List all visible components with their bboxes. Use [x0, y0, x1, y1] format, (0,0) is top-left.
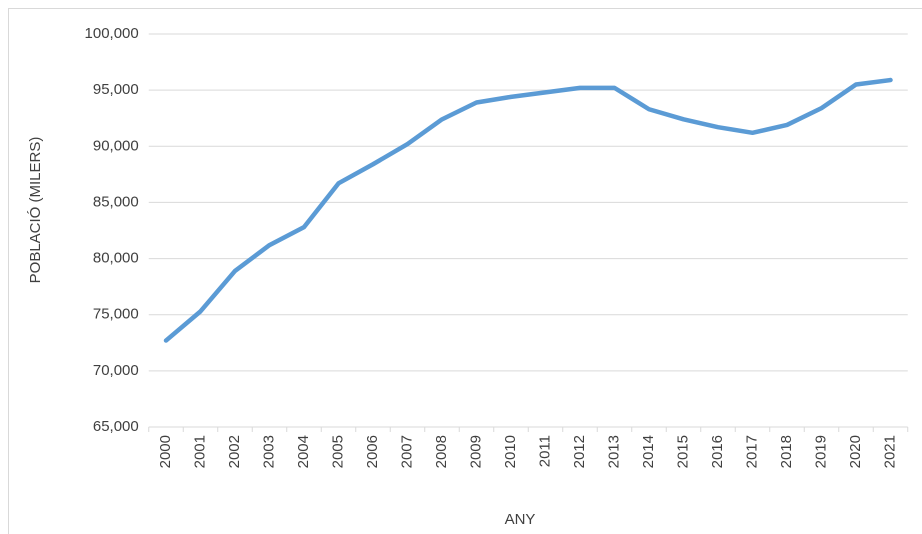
y-tick-label: 70,000	[93, 362, 139, 379]
x-tick-label: 2003	[260, 435, 277, 468]
y-tick-label: 80,000	[93, 250, 139, 267]
y-tick-label: 100,000	[85, 25, 139, 42]
x-tick-label: 2021	[881, 435, 898, 468]
x-tick-label: 2002	[226, 435, 243, 468]
x-tick-label: 2012	[571, 435, 588, 468]
y-tick-label: 90,000	[93, 137, 139, 154]
x-tick-label: 2006	[364, 435, 381, 468]
x-tick-label: 2001	[191, 435, 208, 468]
y-tick-label: 75,000	[93, 306, 139, 323]
x-tick-label: 2007	[398, 435, 415, 468]
x-tick-label: 2017	[743, 435, 760, 468]
x-tick-label: 2009	[467, 435, 484, 468]
y-tick-label: 85,000	[93, 193, 139, 210]
x-tick-label: 2013	[605, 435, 622, 468]
x-tick-label: 2011	[536, 435, 553, 467]
x-tick-label: 2019	[812, 435, 829, 468]
x-tick-label: 2005	[329, 435, 346, 468]
x-axis-title: ANY	[505, 511, 536, 528]
data-line	[163, 77, 893, 343]
x-tick-label: 2010	[502, 435, 519, 468]
chart-border	[8, 8, 922, 534]
y-tick-label: 65,000	[93, 418, 139, 435]
x-tick-label: 2018	[778, 435, 795, 468]
y-tick-label: 95,000	[93, 81, 139, 98]
x-tick-label: 2016	[709, 435, 726, 468]
x-tick-label: 2004	[295, 435, 312, 468]
x-tick-label: 2014	[640, 435, 657, 468]
y-axis-title: POBLACIÓ (MILERS)	[27, 137, 44, 284]
x-tick-label: 2015	[674, 435, 691, 468]
x-tick-label: 2020	[847, 435, 864, 468]
x-tick-label: 2000	[157, 435, 174, 468]
x-tick-label: 2008	[433, 435, 450, 468]
